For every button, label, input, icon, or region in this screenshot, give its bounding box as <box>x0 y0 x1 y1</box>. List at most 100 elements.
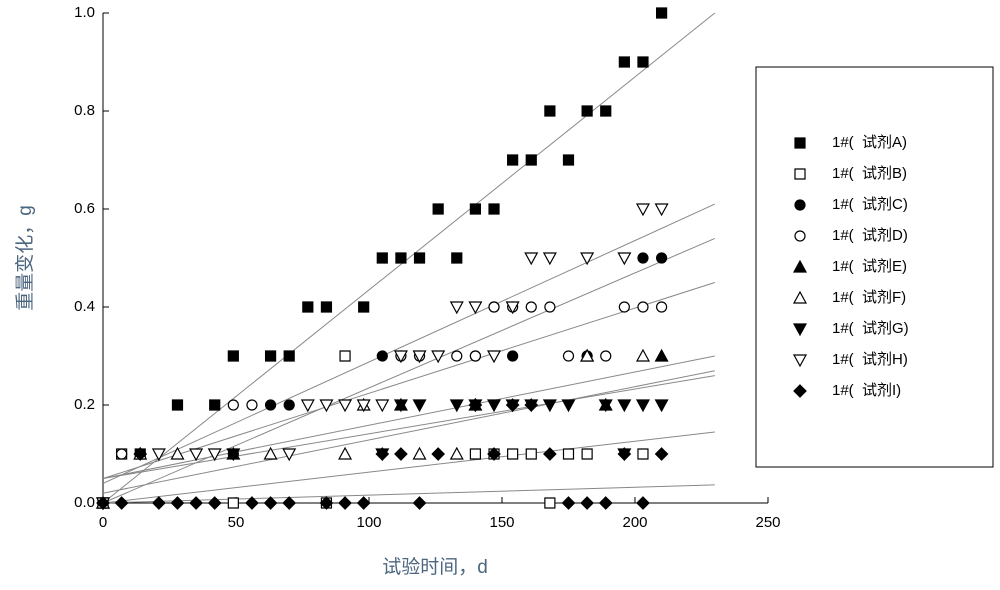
point <box>561 399 576 413</box>
fit-line <box>102 375 715 479</box>
point <box>412 446 427 460</box>
point <box>487 350 502 364</box>
point <box>338 446 353 460</box>
legend-label: 1#( 试剂F) <box>832 289 906 306</box>
point <box>505 301 520 315</box>
point <box>468 301 483 315</box>
legend-label: 1#( 试剂C) <box>832 196 908 213</box>
point <box>171 399 184 411</box>
point <box>525 301 537 313</box>
point <box>264 350 277 362</box>
point <box>449 446 464 460</box>
legend-label: 1#( 试剂A) <box>832 134 907 151</box>
legend-marker <box>794 137 806 149</box>
legend-marker <box>792 323 808 337</box>
point <box>356 399 371 413</box>
point <box>637 56 649 68</box>
point <box>338 399 353 413</box>
point <box>507 154 519 166</box>
x-tick-label: 100 <box>356 514 381 531</box>
x-tick-label: 150 <box>489 514 514 531</box>
point <box>561 496 576 510</box>
point <box>395 252 407 264</box>
point <box>487 447 501 461</box>
legend-marker <box>794 168 806 180</box>
legend-marker <box>793 384 807 398</box>
point <box>151 448 166 462</box>
x-tick-label: 50 <box>228 514 245 531</box>
point <box>227 399 239 411</box>
point <box>393 350 408 364</box>
point <box>227 497 239 509</box>
point <box>525 448 537 460</box>
point <box>358 301 370 313</box>
y-tick-label: 0.2 <box>74 396 95 413</box>
legend-marker <box>792 290 808 304</box>
point <box>654 399 669 413</box>
point <box>114 496 129 510</box>
fit-line <box>102 237 715 504</box>
point <box>618 56 630 68</box>
legend-marker <box>792 354 808 368</box>
legend-label: 1#( 试剂I) <box>832 382 901 399</box>
legend-marker <box>794 199 806 211</box>
point <box>356 496 371 510</box>
legend-marker <box>794 230 806 242</box>
point <box>320 301 333 313</box>
point <box>525 154 537 166</box>
point <box>338 496 352 510</box>
point <box>451 252 463 264</box>
point <box>543 447 557 461</box>
point <box>636 496 650 510</box>
fit-line <box>102 431 715 504</box>
point <box>581 105 593 117</box>
point <box>580 348 595 362</box>
point <box>655 301 668 313</box>
point <box>431 350 446 364</box>
point <box>654 348 669 362</box>
y-tick-label: 0.6 <box>74 200 95 217</box>
point <box>507 448 519 460</box>
x-tick-label: 0 <box>99 514 107 531</box>
legend-label: 1#( 试剂G) <box>832 320 909 337</box>
point <box>637 301 649 313</box>
point <box>469 203 481 215</box>
point <box>562 154 575 166</box>
legend-label: 1#( 试剂B) <box>832 165 907 182</box>
legend-label: 1#( 试剂E) <box>832 258 907 275</box>
fit-line <box>102 370 715 494</box>
x-tick-label: 200 <box>622 514 647 531</box>
point <box>96 496 110 510</box>
point <box>488 203 500 215</box>
point <box>432 203 444 215</box>
point <box>393 399 408 413</box>
point <box>600 350 612 362</box>
point <box>282 496 297 510</box>
point <box>283 399 295 411</box>
point <box>637 448 649 460</box>
point <box>170 496 185 510</box>
point <box>282 448 297 462</box>
point <box>562 448 575 460</box>
point <box>654 203 669 217</box>
point <box>451 350 463 362</box>
point <box>598 399 613 413</box>
point <box>449 301 464 315</box>
y-axis-title: 重量变化，g <box>14 205 36 311</box>
point <box>542 399 557 413</box>
point <box>116 448 128 460</box>
point <box>339 350 351 362</box>
point <box>600 105 612 117</box>
fit-line <box>102 203 716 484</box>
x-tick-label: 250 <box>755 514 780 531</box>
point <box>170 446 185 460</box>
point <box>544 105 556 117</box>
point <box>544 301 556 313</box>
point <box>319 496 334 510</box>
y-tick-label: 0.4 <box>74 298 95 315</box>
point <box>245 496 259 510</box>
point <box>618 301 630 313</box>
point <box>263 446 278 460</box>
point <box>655 252 668 264</box>
